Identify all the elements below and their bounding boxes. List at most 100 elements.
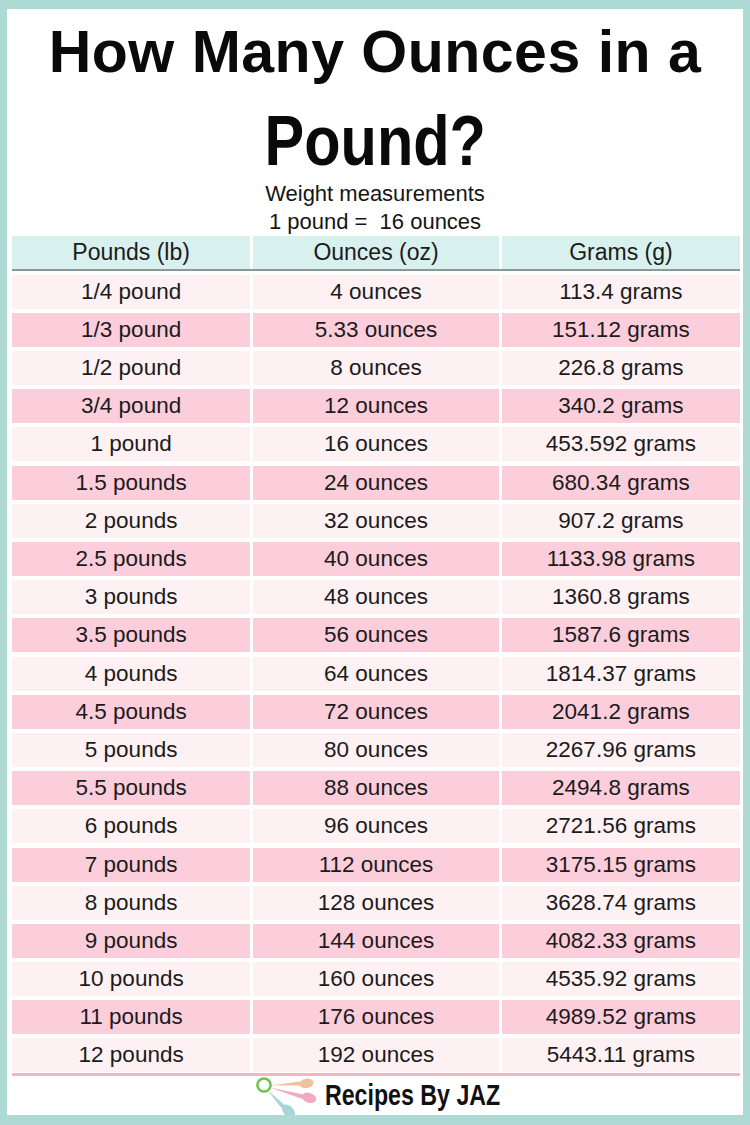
cell-grams: 151.12 grams	[502, 313, 740, 347]
cell-pounds: 1.5 pounds	[12, 466, 250, 500]
cell-grams: 5443.11 grams	[502, 1038, 740, 1072]
page-title-line1: How Many Ounces in a	[7, 9, 743, 96]
cell-pounds: 1/2 pound	[12, 351, 250, 385]
cell-pounds: 3 pounds	[12, 580, 250, 614]
table-row: 4.5 pounds72 ounces2041.2 grams	[12, 695, 740, 729]
cell-ounces: 32 ounces	[253, 504, 498, 538]
table-row: 8 pounds128 ounces3628.74 grams	[12, 886, 740, 920]
cell-ounces: 64 ounces	[253, 657, 498, 691]
cell-pounds: 2.5 pounds	[12, 542, 250, 576]
cell-ounces: 56 ounces	[253, 618, 498, 652]
cell-ounces: 112 ounces	[253, 848, 498, 882]
table-row: 12 pounds192 ounces5443.11 grams	[12, 1038, 740, 1072]
table-row: 9 pounds144 ounces4082.33 grams	[12, 924, 740, 958]
table-row: 3.5 pounds56 ounces1587.6 grams	[12, 618, 740, 652]
table-row: 6 pounds96 ounces2721.56 grams	[12, 809, 740, 843]
footer-brand: Recipes By JAZ	[7, 1077, 743, 1113]
cell-ounces: 24 ounces	[253, 466, 498, 500]
cell-grams: 1133.98 grams	[502, 542, 740, 576]
page-title: How Many Ounces in a Pound?	[7, 9, 743, 186]
cell-ounces: 80 ounces	[253, 733, 498, 767]
cell-pounds: 3/4 pound	[12, 389, 250, 423]
subtitle-block: Weight measurements 1 pound = 16 ounces	[7, 180, 743, 236]
content-area: How Many Ounces in a Pound? Weight measu…	[7, 9, 743, 1115]
measuring-spoons-logo	[254, 1076, 321, 1115]
cell-grams: 907.2 grams	[502, 504, 740, 538]
table-row: 11 pounds176 ounces4989.52 grams	[12, 1000, 740, 1034]
cell-pounds: 2 pounds	[12, 504, 250, 538]
table-row: 1/2 pound8 ounces226.8 grams	[12, 351, 740, 385]
table-row: 7 pounds112 ounces3175.15 grams	[12, 848, 740, 882]
cell-ounces: 5.33 ounces	[253, 313, 498, 347]
table-body: 1/4 pound4 ounces113.4 grams 1/3 pound5.3…	[12, 275, 740, 1073]
table-row: 1/3 pound5.33 ounces151.12 grams	[12, 313, 740, 347]
cell-ounces: 144 ounces	[253, 924, 498, 958]
cell-ounces: 72 ounces	[253, 695, 498, 729]
table-row: 5.5 pounds88 ounces2494.8 grams	[12, 771, 740, 805]
cell-pounds: 5.5 pounds	[12, 771, 250, 805]
cell-grams: 2041.2 grams	[502, 695, 740, 729]
cell-ounces: 4 ounces	[253, 275, 498, 309]
table-row: 1/4 pound4 ounces113.4 grams	[12, 275, 740, 309]
cell-grams: 2494.8 grams	[502, 771, 740, 805]
cell-grams: 2267.96 grams	[502, 733, 740, 767]
cell-pounds: 7 pounds	[12, 848, 250, 882]
table-row: 1 pound16 ounces453.592 grams	[12, 427, 740, 461]
cell-grams: 1814.37 grams	[502, 657, 740, 691]
cell-pounds: 8 pounds	[12, 886, 250, 920]
cell-pounds: 10 pounds	[12, 962, 250, 996]
cell-grams: 3628.74 grams	[502, 886, 740, 920]
column-header-ounces: Ounces (oz)	[253, 236, 498, 269]
cell-pounds: 1/4 pound	[12, 275, 250, 309]
cell-ounces: 176 ounces	[253, 1000, 498, 1034]
cell-pounds: 12 pounds	[12, 1038, 250, 1072]
cell-ounces: 48 ounces	[253, 580, 498, 614]
cell-ounces: 12 ounces	[253, 389, 498, 423]
cell-grams: 1587.6 grams	[502, 618, 740, 652]
table-row: 5 pounds80 ounces2267.96 grams	[12, 733, 740, 767]
cell-grams: 680.34 grams	[502, 466, 740, 500]
cell-pounds: 3.5 pounds	[12, 618, 250, 652]
cell-grams: 453.592 grams	[502, 427, 740, 461]
cell-pounds: 1/3 pound	[12, 313, 250, 347]
cell-grams: 2721.56 grams	[502, 809, 740, 843]
table-row: 3/4 pound12 ounces340.2 grams	[12, 389, 740, 423]
page-title-line2: Pound?	[7, 96, 743, 186]
cell-ounces: 40 ounces	[253, 542, 498, 576]
cell-pounds: 4 pounds	[12, 657, 250, 691]
brand-name: Recipes By JAZ	[325, 1079, 500, 1112]
cell-ounces: 128 ounces	[253, 886, 498, 920]
table-row: 3 pounds48 ounces1360.8 grams	[12, 580, 740, 614]
cell-grams: 4082.33 grams	[502, 924, 740, 958]
cell-grams: 4535.92 grams	[502, 962, 740, 996]
column-header-pounds: Pounds (lb)	[12, 236, 250, 269]
table-header-row: Pounds (lb) Ounces (oz) Grams (g)	[12, 236, 740, 271]
cell-pounds: 9 pounds	[12, 924, 250, 958]
cell-grams: 1360.8 grams	[502, 580, 740, 614]
conversion-table: Pounds (lb) Ounces (oz) Grams (g) 1/4 po…	[12, 236, 740, 1077]
subtitle-equation: 1 pound = 16 ounces	[7, 208, 743, 236]
table-row: 2 pounds32 ounces907.2 grams	[12, 504, 740, 538]
cell-grams: 226.8 grams	[502, 351, 740, 385]
cell-pounds: 6 pounds	[12, 809, 250, 843]
cell-ounces: 16 ounces	[253, 427, 498, 461]
cell-grams: 113.4 grams	[502, 275, 740, 309]
cell-ounces: 192 ounces	[253, 1038, 498, 1072]
cell-pounds: 11 pounds	[12, 1000, 250, 1034]
table-row: 2.5 pounds40 ounces1133.98 grams	[12, 542, 740, 576]
table-bottom-divider	[12, 1073, 740, 1076]
column-header-grams: Grams (g)	[502, 236, 740, 269]
table-row: 1.5 pounds24 ounces680.34 grams	[12, 466, 740, 500]
cell-grams: 3175.15 grams	[502, 848, 740, 882]
brand-name-box: Recipes By JAZ	[329, 1079, 497, 1112]
cell-grams: 4989.52 grams	[502, 1000, 740, 1034]
cell-ounces: 96 ounces	[253, 809, 498, 843]
table-row: 4 pounds64 ounces1814.37 grams	[12, 657, 740, 691]
page: How Many Ounces in a Pound? Weight measu…	[0, 0, 750, 1125]
table-row: 10 pounds160 ounces4535.92 grams	[12, 962, 740, 996]
cell-pounds: 5 pounds	[12, 733, 250, 767]
cell-ounces: 160 ounces	[253, 962, 498, 996]
cell-ounces: 88 ounces	[253, 771, 498, 805]
cell-pounds: 1 pound	[12, 427, 250, 461]
cell-grams: 340.2 grams	[502, 389, 740, 423]
